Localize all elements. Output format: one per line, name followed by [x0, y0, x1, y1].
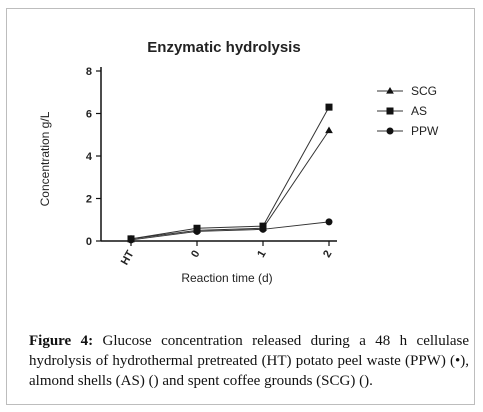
legend-item-scg: SCG [377, 84, 437, 98]
data-point-scg [325, 126, 333, 134]
x-axis-label: Reaction time (d) [181, 271, 272, 285]
y-tick-label: 6 [86, 109, 92, 121]
data-point-ppw [259, 225, 267, 233]
figure-caption: Figure 4: Glucose concentration released… [29, 331, 469, 391]
caption-text: Glucose concentration released during a … [29, 333, 470, 389]
legend-item-ppw: PPW [377, 124, 439, 138]
series-layer [127, 103, 333, 244]
x-tick-label: 0 [189, 249, 202, 260]
data-point-ppw [127, 236, 135, 244]
y-tick-label: 0 [86, 236, 92, 248]
series-scg [127, 126, 333, 242]
axes: 0 2 4 6 8 HT 0 1 2 [86, 66, 337, 267]
series-line-as [130, 106, 330, 240]
series-as [127, 103, 333, 243]
chart-title: Enzymatic hydrolysis [147, 39, 300, 56]
caption-label: Figure 4: [29, 333, 94, 349]
data-point-ppw [325, 218, 333, 226]
y-tick-label: 4 [86, 151, 93, 163]
legend-marker-square-icon [386, 107, 394, 115]
x-tick-label: 1 [255, 249, 268, 260]
y-axis-label: Concentration g/L [38, 111, 52, 206]
data-point-ppw [193, 227, 201, 235]
legend-label: PPW [411, 124, 439, 138]
series-line-ppw [130, 221, 330, 241]
legend-label: SCG [411, 84, 437, 98]
figure-frame: Enzymatic hydrolysis Concentration g/L R… [6, 8, 475, 405]
series-line-scg [130, 130, 330, 240]
series-ppw [127, 218, 333, 244]
legend-item-as: AS [377, 104, 427, 118]
legend-marker-triangle-icon [386, 87, 394, 94]
data-point-as [325, 103, 333, 111]
legend-marker-circle-icon [386, 127, 394, 135]
legend: SCG AS PPW [377, 84, 439, 138]
legend-label: AS [411, 104, 427, 118]
y-tick-label: 8 [86, 66, 92, 78]
chart: Enzymatic hydrolysis Concentration g/L R… [38, 39, 439, 285]
x-tick-label: 2 [321, 249, 334, 260]
x-tick-label: HT [119, 248, 137, 267]
y-tick-label: 2 [86, 194, 92, 206]
